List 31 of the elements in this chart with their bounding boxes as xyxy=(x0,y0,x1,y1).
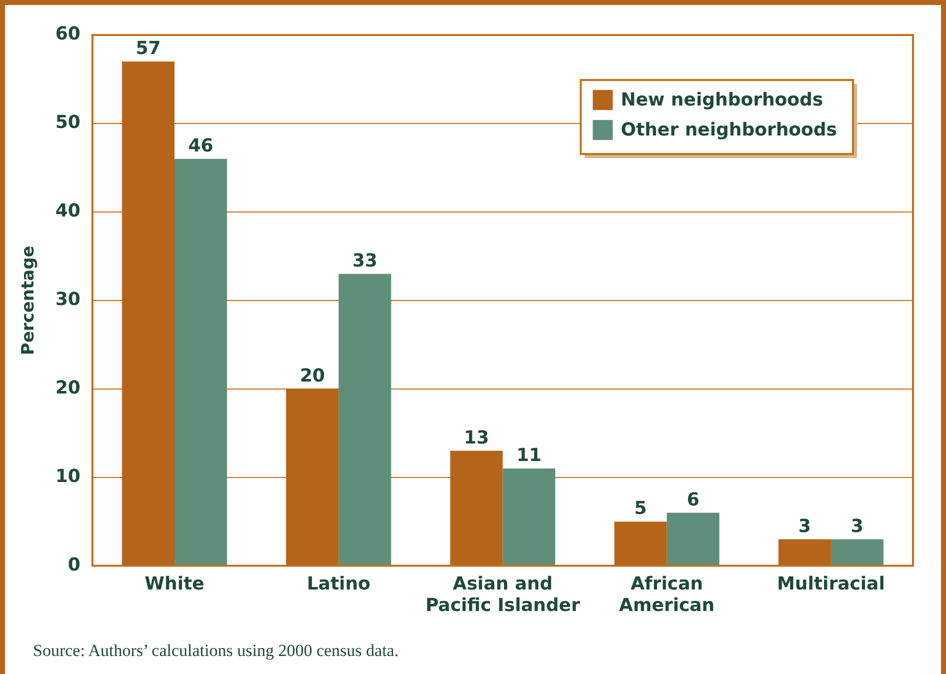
y-tick-label: 10 xyxy=(55,466,80,488)
data-label: 3 xyxy=(798,516,811,537)
legend-label: Other neighborhoods xyxy=(620,120,838,141)
x-tick-label: Latino xyxy=(306,573,370,594)
data-label: 5 xyxy=(634,498,647,520)
x-tick-label: Asian and Pacific Islander xyxy=(425,573,580,616)
data-label: 46 xyxy=(188,136,214,157)
x-tick-label: White xyxy=(144,573,204,594)
bar xyxy=(174,158,228,566)
y-tick-label: 40 xyxy=(55,200,80,222)
y-axis-title: Percentage xyxy=(18,246,39,356)
data-label: 11 xyxy=(516,445,542,466)
data-label: 13 xyxy=(464,427,489,448)
y-tick-label: 50 xyxy=(55,112,80,134)
x-tick-label: African American xyxy=(619,573,715,616)
legend-label: New neighborhoods xyxy=(620,90,824,111)
x-tick-label: Multiracial xyxy=(777,573,885,594)
data-label: 6 xyxy=(686,489,700,510)
bar xyxy=(830,539,884,566)
data-label: 3 xyxy=(850,516,864,537)
bar xyxy=(502,468,556,566)
data-label: 33 xyxy=(352,250,378,272)
bar xyxy=(666,512,720,566)
y-tick-label: 20 xyxy=(55,378,80,399)
y-tick-label: 0 xyxy=(68,554,80,576)
y-tick-label: 30 xyxy=(55,289,80,310)
y-tick-label: 60 xyxy=(55,24,80,45)
data-label: 20 xyxy=(300,366,325,387)
data-label: 57 xyxy=(136,38,161,60)
source-note: Source: Authors’ calculations using 2000 census data. xyxy=(33,641,399,661)
bar xyxy=(338,274,392,566)
